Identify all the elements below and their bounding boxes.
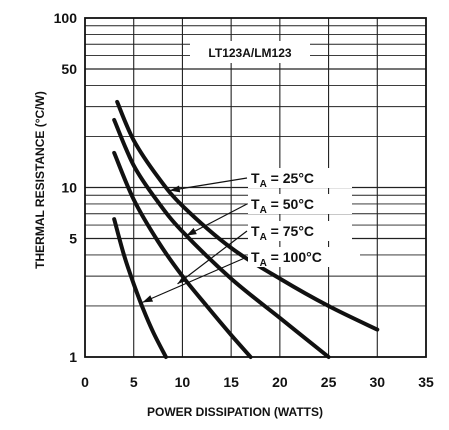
x-tick-label: 25 (321, 374, 337, 390)
x-tick-label: 20 (272, 374, 288, 390)
series-label-bg (248, 168, 352, 188)
arrow-head-3 (177, 275, 188, 284)
y-tick-label: 5 (69, 231, 77, 247)
series-label-bg (248, 221, 352, 241)
x-tick-label: 30 (369, 374, 385, 390)
x-tick-label: 10 (175, 374, 191, 390)
series-line-3 (112, 150, 253, 359)
leader-line-2 (186, 203, 248, 237)
arrow-head-2 (186, 227, 197, 236)
plot-frame (84, 17, 427, 358)
leader-line-4 (142, 256, 248, 303)
series-label-2: TA = 50°C (251, 196, 314, 216)
annotation-arrows (142, 177, 248, 303)
series-label-1: TA = 25°C (251, 170, 314, 190)
arrow-head-4 (142, 295, 154, 303)
inset-label-box (190, 41, 310, 63)
series-line-1 (115, 99, 380, 332)
y-tick-label: 100 (54, 10, 78, 26)
series-label-4: TA = 100°C (251, 249, 322, 269)
series-line-2 (112, 118, 331, 359)
y-axis-label: THERMAL RESISTANCE (°C/W) (33, 91, 47, 269)
leader-line-3 (177, 230, 248, 285)
y-tick-label: 1 (69, 349, 77, 365)
x-tick-label: 15 (223, 374, 239, 390)
leader-line-1 (169, 177, 248, 192)
series-label-3: TA = 75°C (251, 223, 314, 243)
y-tick-label: 10 (61, 180, 77, 196)
series-line-4 (112, 217, 168, 359)
series-curves (112, 99, 380, 359)
series-label-bg (248, 194, 352, 214)
x-tick-label: 35 (418, 374, 434, 390)
y-tick-label: 50 (61, 61, 77, 77)
series-label-bg (248, 247, 360, 267)
x-axis-label: POWER DISSIPATION (WATTS) (147, 405, 323, 419)
series-labels: TA = 25°C TA = 50°C TA = 75°C TA = 100°C (248, 168, 360, 269)
arrow-head-1 (169, 185, 181, 193)
inset-label: LT123A/LM123 (208, 46, 291, 60)
x-tick-label: 0 (81, 374, 89, 390)
x-tick-label: 5 (130, 374, 138, 390)
